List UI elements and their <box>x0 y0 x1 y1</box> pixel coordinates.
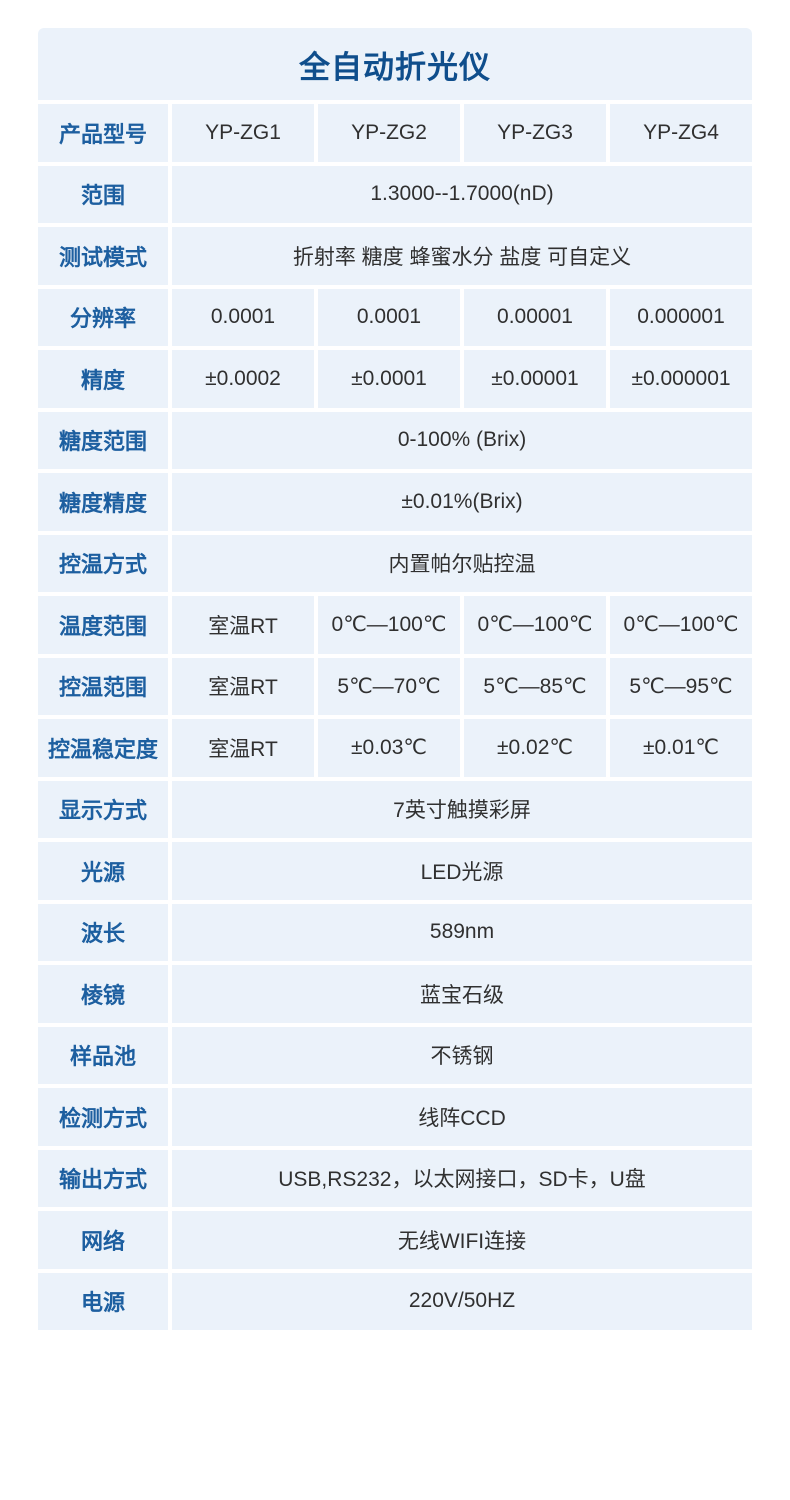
spec-value: 线阵CCD <box>172 1088 752 1146</box>
spec-value: 内置帕尔贴控温 <box>172 534 752 592</box>
spec-label: 温度范围 <box>38 596 168 654</box>
spec-label: 分辨率 <box>38 288 168 346</box>
spec-label: 产品型号 <box>38 104 168 162</box>
spec-value: 5℃—95℃ <box>610 657 752 715</box>
spec-value: 1.3000--1.7000(nD) <box>172 165 752 223</box>
spec-value: 5℃—70℃ <box>318 657 460 715</box>
spec-value: 220V/50HZ <box>172 1272 752 1330</box>
spec-value: 0℃—100℃ <box>610 596 752 654</box>
spec-value: 不锈钢 <box>172 1026 752 1084</box>
spec-label: 糖度精度 <box>38 473 168 531</box>
spec-value: YP-ZG2 <box>318 104 460 162</box>
spec-value: 0.0001 <box>318 288 460 346</box>
spec-value: 7英寸触摸彩屏 <box>172 780 752 838</box>
spec-value: 589nm <box>172 903 752 961</box>
spec-value: 室温RT <box>172 719 314 777</box>
spec-label: 波长 <box>38 903 168 961</box>
spec-value: YP-ZG3 <box>464 104 606 162</box>
spec-value: ±0.01℃ <box>610 719 752 777</box>
spec-value: 0℃—100℃ <box>464 596 606 654</box>
spec-label: 控温稳定度 <box>38 719 168 777</box>
spec-label: 精度 <box>38 350 168 408</box>
spec-label: 输出方式 <box>38 1149 168 1207</box>
spec-label: 光源 <box>38 842 168 900</box>
spec-card: 全自动折光仪 产品型号 YP-ZG1 YP-ZG2 YP-ZG3 YP-ZG4 范围 1.3… <box>38 28 752 1330</box>
spec-value: 0.000001 <box>610 288 752 346</box>
spec-label: 网络 <box>38 1211 168 1269</box>
spec-label: 测试模式 <box>38 227 168 285</box>
spec-value: YP-ZG1 <box>172 104 314 162</box>
spec-value: 折射率 糖度 蜂蜜水分 盐度 可自定义 <box>172 227 752 285</box>
spec-value: 5℃—85℃ <box>464 657 606 715</box>
spec-label: 棱镜 <box>38 965 168 1023</box>
spec-value: LED光源 <box>172 842 752 900</box>
spec-value: 0.0001 <box>172 288 314 346</box>
spec-value: 0-100% (Brix) <box>172 411 752 469</box>
spec-label: 控温方式 <box>38 534 168 592</box>
spec-label: 糖度范围 <box>38 411 168 469</box>
spec-value: 0.00001 <box>464 288 606 346</box>
spec-value: ±0.03℃ <box>318 719 460 777</box>
spec-value: 0℃—100℃ <box>318 596 460 654</box>
spec-value: ±0.0002 <box>172 350 314 408</box>
spec-label: 显示方式 <box>38 780 168 838</box>
spec-label: 样品池 <box>38 1026 168 1084</box>
spec-value: 无线WIFI连接 <box>172 1211 752 1269</box>
spec-value: ±0.000001 <box>610 350 752 408</box>
spec-value: 室温RT <box>172 596 314 654</box>
spec-value: ±0.00001 <box>464 350 606 408</box>
spec-label: 检测方式 <box>38 1088 168 1146</box>
spec-label: 范围 <box>38 165 168 223</box>
spec-value: 室温RT <box>172 657 314 715</box>
spec-table: 产品型号 YP-ZG1 YP-ZG2 YP-ZG3 YP-ZG4 范围 1.3000--1.… <box>38 104 752 1330</box>
page-title: 全自动折光仪 <box>38 28 752 100</box>
spec-value: USB,RS232，以太网接口，SD卡，U盘 <box>172 1149 752 1207</box>
spec-value: ±0.0001 <box>318 350 460 408</box>
spec-value: ±0.01%(Brix) <box>172 473 752 531</box>
spec-label: 电源 <box>38 1272 168 1330</box>
spec-value: 蓝宝石级 <box>172 965 752 1023</box>
spec-value: ±0.02℃ <box>464 719 606 777</box>
spec-label: 控温范围 <box>38 657 168 715</box>
spec-value: YP-ZG4 <box>610 104 752 162</box>
